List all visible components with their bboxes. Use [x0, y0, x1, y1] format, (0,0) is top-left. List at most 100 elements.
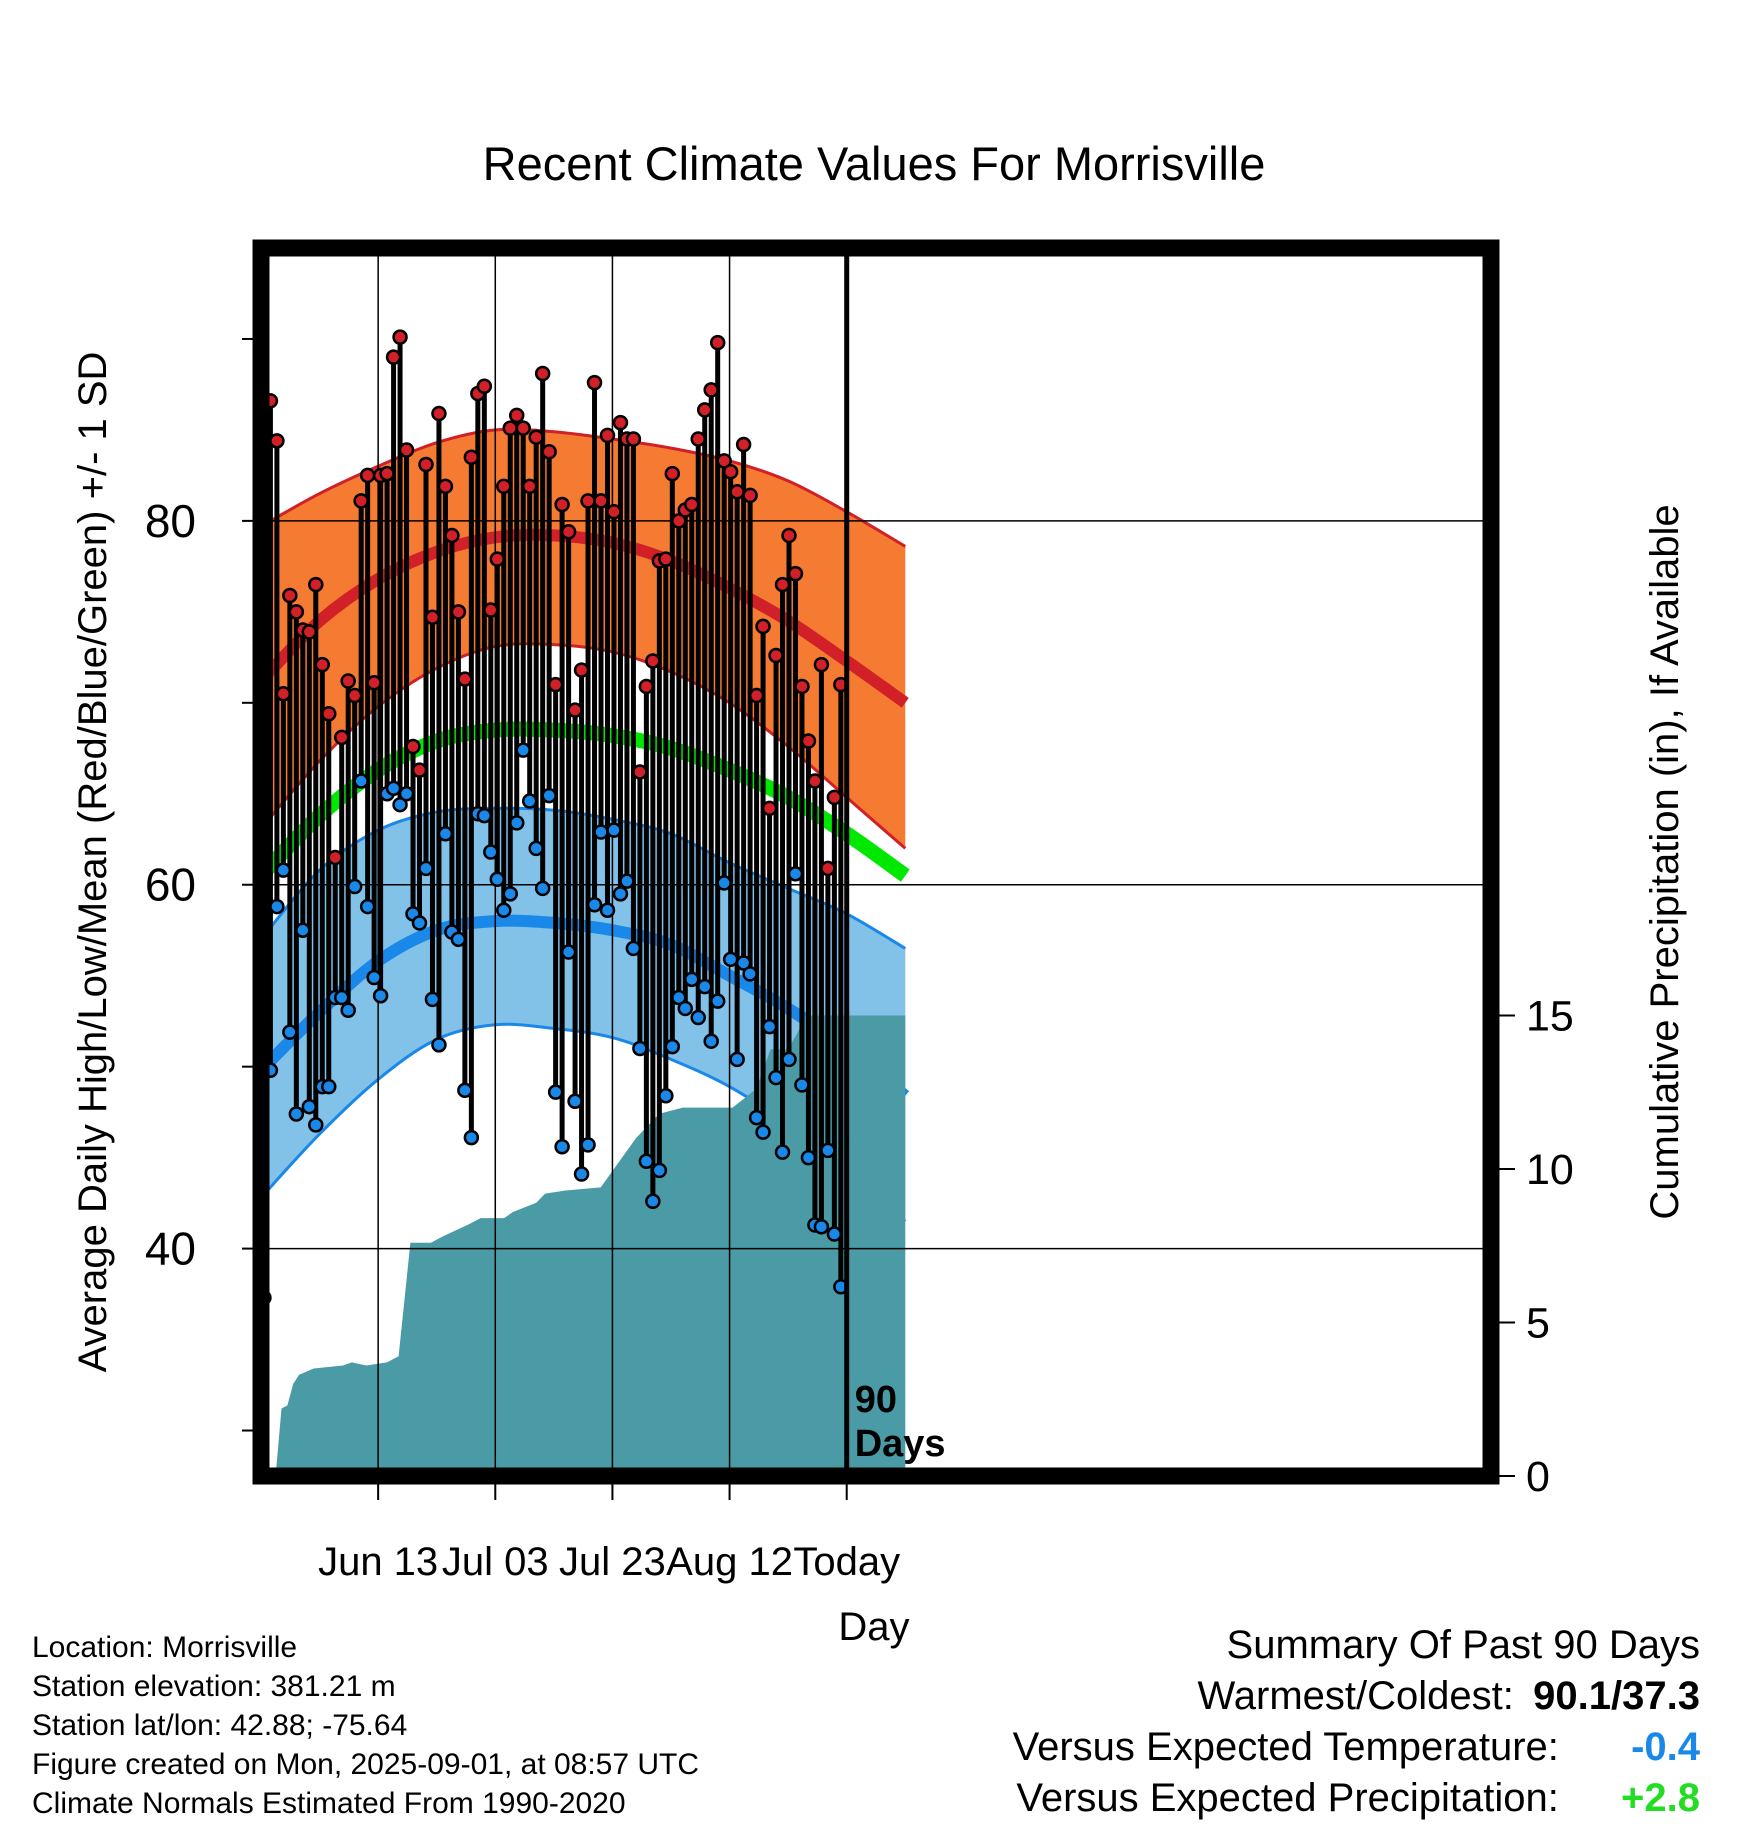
low-temp-point: [800, 1149, 817, 1166]
high-temp-point: [735, 436, 752, 453]
high-temp-point: [599, 427, 616, 444]
low-temp-point: [768, 1069, 784, 1086]
high-temp-point: [787, 565, 804, 582]
low-temp-point: [457, 1082, 473, 1099]
high-temp-point: [658, 551, 674, 567]
high-temp-point: [496, 478, 512, 495]
high-temp-point: [534, 365, 551, 382]
high-temp-point: [353, 493, 369, 509]
low-temp-point: [534, 880, 551, 897]
high-temp-point: [696, 402, 713, 418]
low-temp-point: [340, 1002, 356, 1019]
low-temp-point: [483, 844, 499, 860]
low-temp-point: [288, 1106, 305, 1122]
low-temp-point: [521, 793, 538, 809]
low-temp-point: [560, 944, 577, 960]
high-temp-point: [282, 587, 298, 604]
high-temp-point: [450, 604, 467, 620]
low-temp-point: [703, 1033, 719, 1049]
low-temp-point: [275, 862, 292, 878]
high-temp-point: [748, 687, 765, 704]
high-temp-point: [437, 478, 454, 495]
high-temp-point: [781, 527, 797, 544]
normals-text: Climate Normals Estimated From 1990-2020: [32, 1787, 626, 1820]
high-temp-point: [826, 789, 843, 806]
y-tick-label: 80: [145, 495, 196, 547]
low-temp-point: [567, 1093, 583, 1109]
high-temp-point: [327, 849, 343, 866]
low-temp-point: [755, 1124, 771, 1140]
x-tick-label: Jun 13: [318, 1540, 438, 1584]
high-temp-point: [405, 738, 421, 755]
low-temp-point: [690, 1009, 706, 1026]
high-temp-point: [521, 478, 538, 495]
high-temp-point: [573, 662, 590, 678]
low-temp-point: [781, 1051, 797, 1068]
high-temp-point: [606, 504, 622, 520]
high-temp-point: [761, 800, 778, 817]
low-temp-point: [573, 1166, 590, 1182]
high-temp-point: [554, 496, 570, 513]
plot-frame: [252, 239, 1500, 1485]
low-temp-point: [476, 807, 493, 824]
summary-panel: Summary Of Past 90 Days Warmest/Coldest:…: [1013, 1620, 1700, 1824]
low-temp-point: [450, 931, 467, 948]
low-temp-point: [619, 873, 635, 889]
low-temp-point: [716, 875, 732, 891]
low-temp-point: [729, 1051, 745, 1068]
high-temp-point: [444, 527, 460, 544]
high-temp-point: [690, 431, 706, 447]
high-temp-point: [515, 420, 531, 436]
high-temp-point: [703, 382, 719, 398]
y2-axis-label: Cumulative Precipitation (in), If Availa…: [1643, 504, 1687, 1219]
low-temp-point: [308, 1117, 324, 1133]
high-temp-point: [560, 524, 577, 540]
high-temp-point: [308, 576, 324, 593]
high-temp-point: [483, 602, 499, 618]
high-temp-point: [774, 576, 791, 593]
low-temp-point: [346, 878, 363, 895]
high-temp-point: [586, 374, 603, 391]
low-temp-point: [606, 822, 622, 838]
high-temp-point: [359, 467, 376, 484]
high-temp-point: [476, 378, 493, 395]
high-temp-point: [709, 334, 726, 351]
high-temp-point: [269, 433, 285, 449]
low-temp-point: [774, 1144, 791, 1160]
low-temp-point: [671, 989, 687, 1006]
summary-heading: Summary Of Past 90 Days: [1226, 1623, 1700, 1667]
location-text: Location: Morrisville: [32, 1631, 298, 1664]
low-temp-point: [282, 1024, 298, 1040]
y-tick-label: 40: [145, 1223, 196, 1275]
precipitation-layer: [275, 1015, 906, 1476]
high-temp-point: [593, 493, 609, 509]
low-temp-point: [411, 915, 428, 931]
low-temp-point: [742, 966, 758, 982]
high-temp-point: [742, 487, 758, 504]
low-temp-point: [593, 824, 609, 840]
low-temp-point: [424, 991, 441, 1008]
high-temp-point: [301, 624, 318, 640]
low-temp-point: [599, 902, 616, 918]
high-temp-point: [463, 449, 480, 465]
low-temp-point: [398, 786, 415, 802]
low-temp-point: [664, 1038, 681, 1055]
high-temp-point: [632, 764, 648, 780]
high-temp-point: [346, 687, 363, 704]
low-temp-point: [632, 1040, 648, 1057]
high-temp-point: [321, 705, 337, 722]
summary-temperature: Versus Expected Temperature: -0.4: [1013, 1722, 1700, 1773]
high-temp-point: [794, 678, 810, 695]
high-temp-point: [716, 453, 732, 469]
location-info: Location: Morrisville Station elevation:…: [32, 1628, 699, 1823]
low-temp-point: [372, 987, 389, 1004]
temp-anomaly-label: Versus Expected Temperature:: [1012, 1725, 1559, 1769]
today-days-text: Days: [855, 1423, 946, 1465]
high-temp-point: [333, 729, 350, 746]
high-temp-point: [392, 329, 408, 345]
high-temp-point: [398, 442, 415, 458]
low-temp-point: [813, 1219, 830, 1235]
low-temp-point: [651, 1162, 668, 1179]
today-days-number: 90: [855, 1379, 897, 1421]
